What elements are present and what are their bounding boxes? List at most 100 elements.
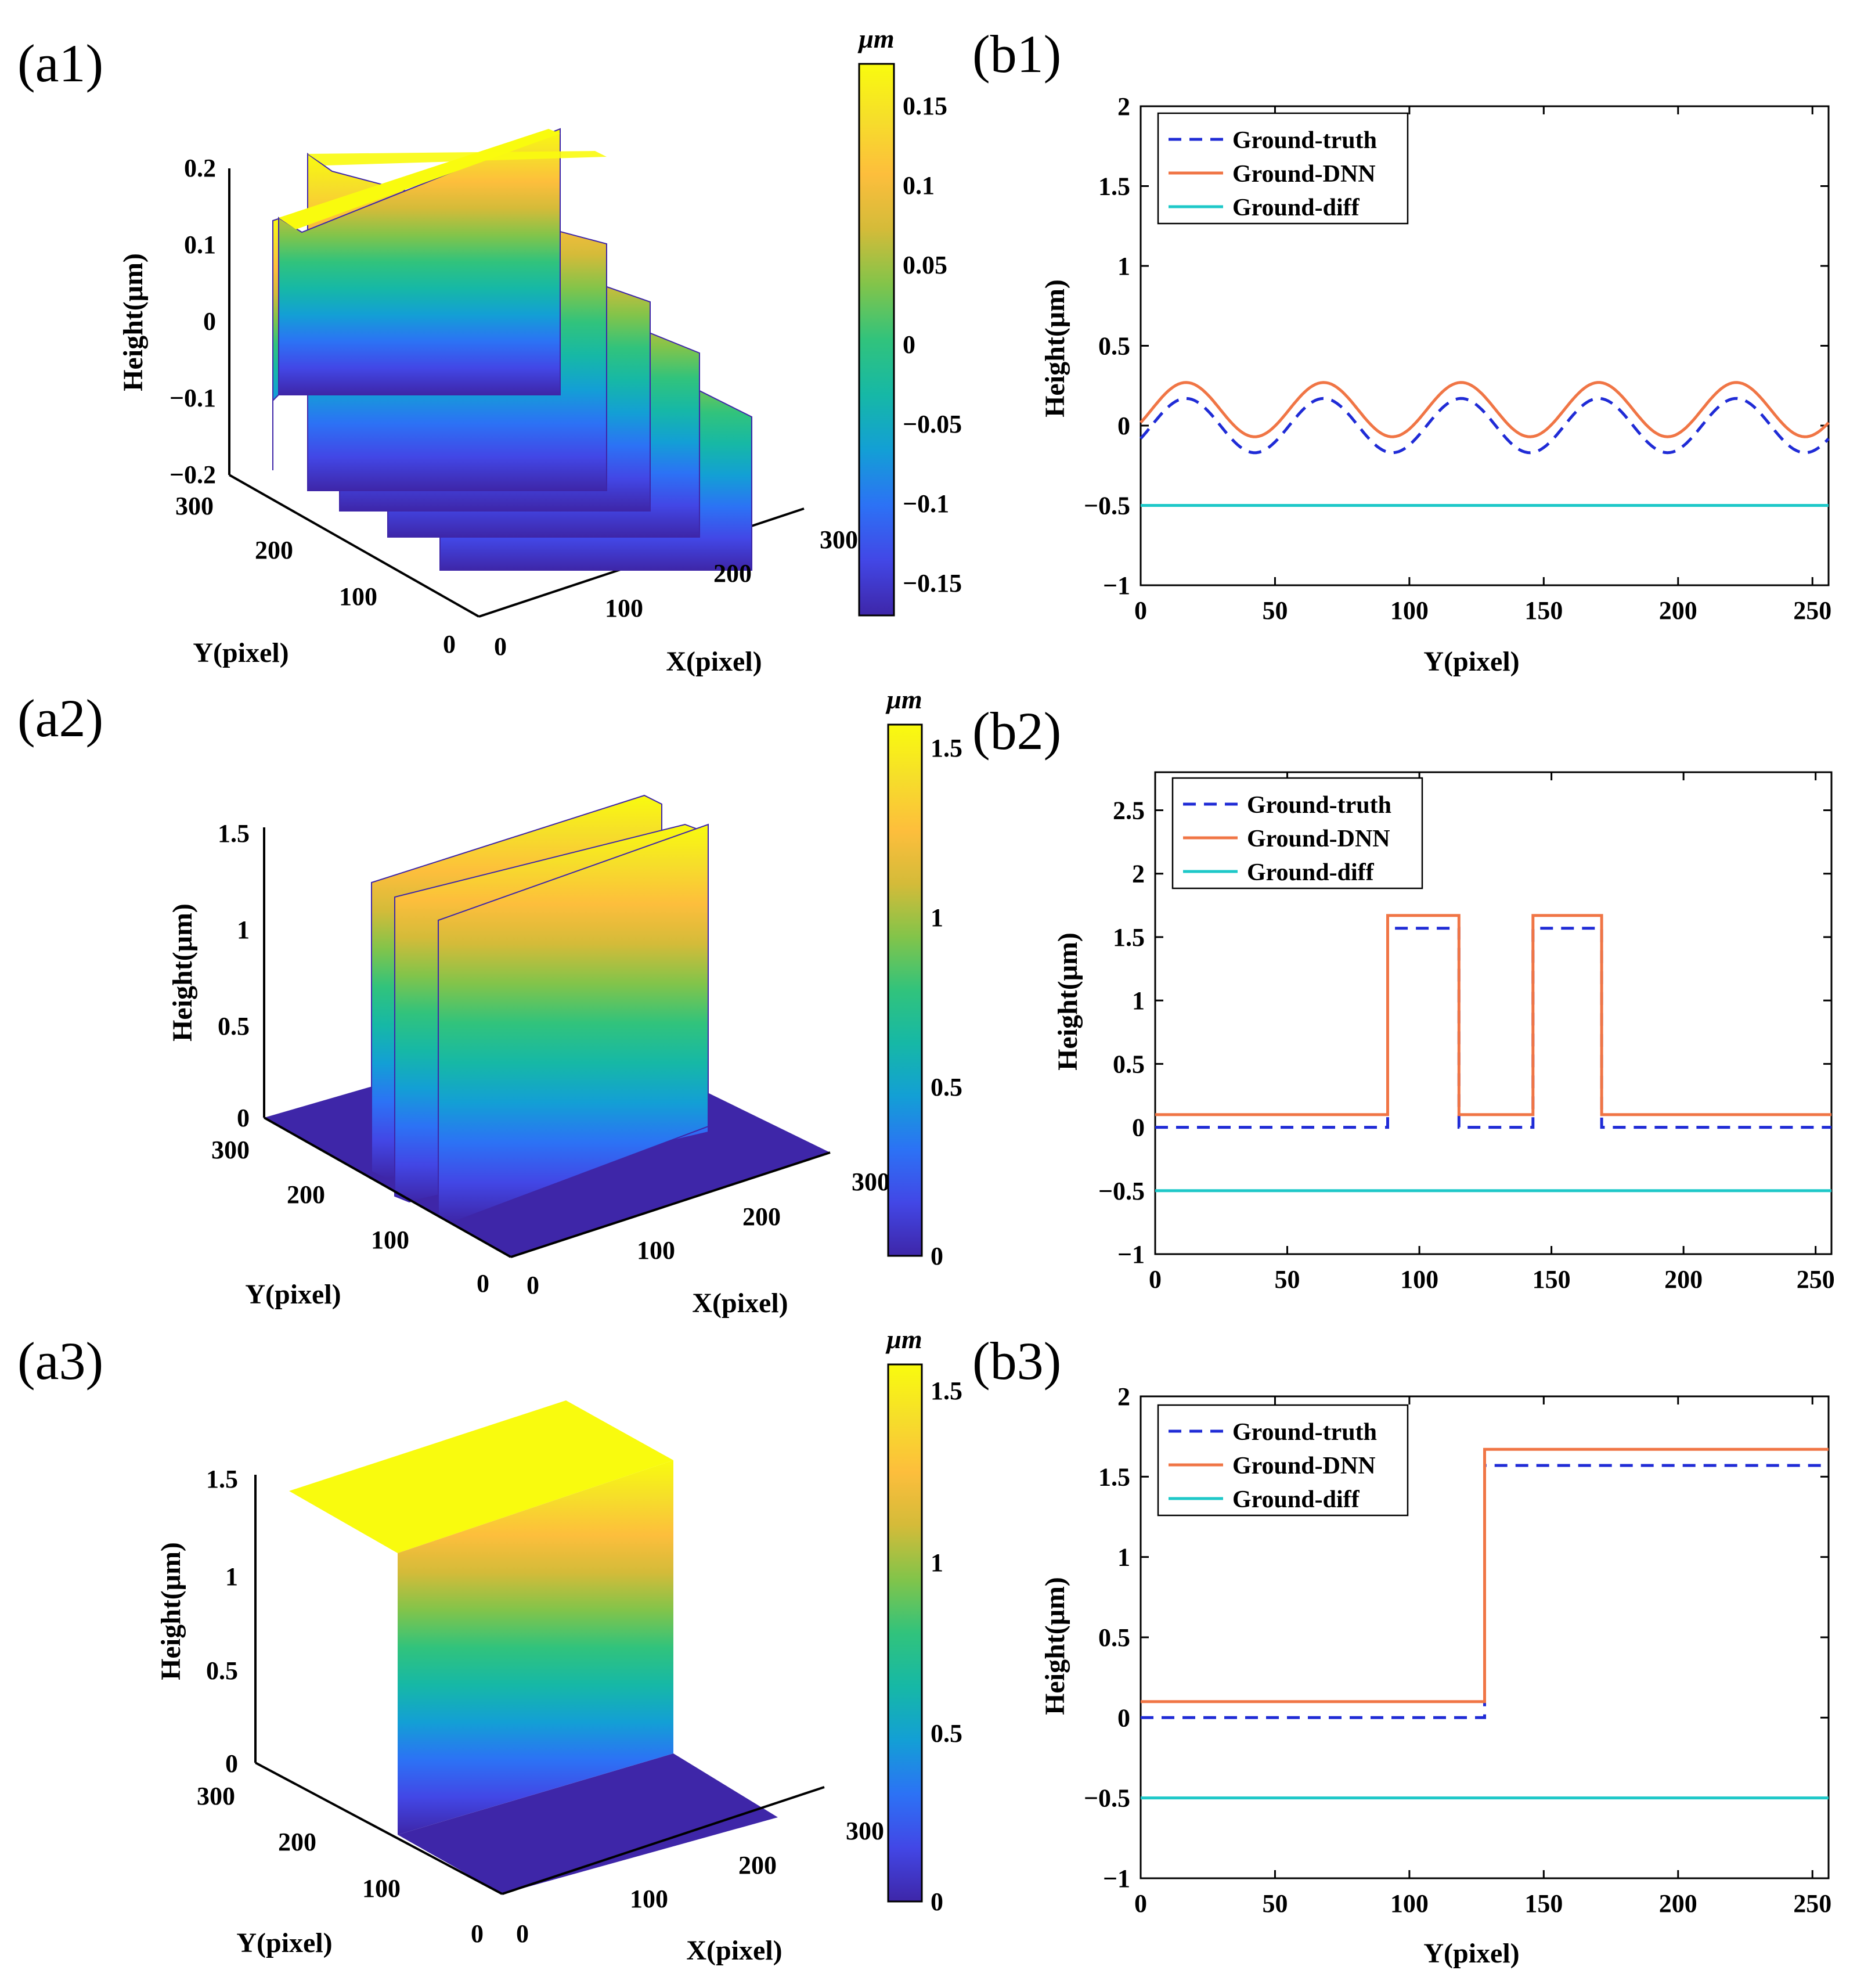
a2-ztick-label: 0.5 xyxy=(218,1012,250,1040)
a2-axes-frame xyxy=(263,827,831,1258)
b2-xtick-label: 50 xyxy=(1275,1265,1300,1294)
a3-ytick-label: 200 xyxy=(278,1828,316,1856)
b1-legend-box xyxy=(1157,112,1409,225)
a3-cb-tick: 1.5 xyxy=(931,1377,962,1405)
panel-a3: (a3) 1.5 1 0.5 0 300 200 100 0 0 100 200 xyxy=(17,1324,962,1966)
b1-legend-label: Ground-truth xyxy=(1232,127,1377,154)
a1-ztick-label: −0.2 xyxy=(170,460,216,489)
b3-ytick-label: 0.5 xyxy=(1098,1623,1130,1652)
a1-ztick-label: 0 xyxy=(203,307,216,336)
b1-series-ground-dnn xyxy=(1140,381,1830,438)
panel-b2: (b2) Height(μm) −1 −0.5 0 0.5 1 1.5 2 2.5 0 50 100… xyxy=(972,701,1835,1294)
a3-xtick-label: 100 xyxy=(630,1885,668,1913)
a3-floor xyxy=(398,1753,778,1894)
a1-colorbar-unit: μm xyxy=(857,24,894,53)
a2-cb-tick: 0.5 xyxy=(931,1073,962,1101)
b3-y-axis-title: Height(μm) xyxy=(1040,1577,1070,1715)
b1-series-ground-truth xyxy=(1140,397,1830,455)
a1-cb-tick: 0 xyxy=(903,330,915,359)
b3-xtick-label: 250 xyxy=(1793,1889,1831,1918)
a1-y-axis xyxy=(229,474,479,618)
a2-z-ticks: 1.5 1 0.5 0 xyxy=(218,819,250,1132)
panel-a2: (a2) 1.5 1 0.5 0 300 200 100 0 0 100 xyxy=(17,685,962,1319)
a3-ztick-label: 0.5 xyxy=(206,1656,238,1685)
a2-colorbar: μm 1.5 1 0.5 0 xyxy=(885,685,962,1270)
a2-ztick-label: 1.5 xyxy=(218,819,250,848)
a3-ytick-label: 0 xyxy=(471,1919,484,1948)
a2-ytick-label: 0 xyxy=(477,1269,489,1298)
a1-xtick-label: 300 xyxy=(820,525,858,554)
b2-ytick-label: −1 xyxy=(1117,1240,1145,1269)
a2-colorbar-unit: μm xyxy=(885,685,922,714)
a3-colorbar: μm 1.5 1 0.5 0 xyxy=(885,1324,962,1916)
b3-xtick-label: 200 xyxy=(1659,1889,1697,1918)
b3-xtick-label: 150 xyxy=(1524,1889,1563,1918)
a1-xtick-label: 200 xyxy=(713,559,752,588)
a2-x-ticks: 0 100 200 300 xyxy=(527,1168,890,1299)
b2-legend-label: Ground-diff xyxy=(1247,859,1375,886)
a1-xtick-label: 100 xyxy=(605,594,643,622)
b1-xtick-label: 200 xyxy=(1659,596,1697,625)
a3-y-axis-title: Y(pixel) xyxy=(236,1928,332,1958)
a1-cb-tick: 0.15 xyxy=(903,92,947,120)
a1-colorbar-bar xyxy=(858,63,895,617)
b1-ytick-label: −0.5 xyxy=(1084,492,1130,520)
b1-y-axis-title: Height(μm) xyxy=(1040,279,1070,417)
b2-series-ground-dnn xyxy=(1155,914,1831,1117)
a1-y-ticks: 300 200 100 0 xyxy=(175,492,456,658)
panel-label-a1: (a1) xyxy=(17,34,103,93)
b2-xtick-label: 0 xyxy=(1149,1265,1162,1294)
a3-x-axis xyxy=(502,1786,825,1895)
a2-ytick-label: 100 xyxy=(371,1226,409,1254)
a2-y-ticks: 300 200 100 0 xyxy=(211,1136,489,1298)
a3-ztick-label: 0 xyxy=(225,1749,238,1778)
panel-label-b1: (b1) xyxy=(972,24,1061,84)
a1-z-axis-title: Height(μm) xyxy=(118,253,149,391)
a1-cb-tick: 0.1 xyxy=(903,171,935,200)
b2-ytick-label: 1 xyxy=(1132,986,1145,1015)
a3-xtick-label: 0 xyxy=(516,1919,529,1948)
a3-z-ticks: 1.5 1 0.5 0 xyxy=(206,1465,238,1778)
b2-legend-label: Ground-truth xyxy=(1247,792,1391,819)
a3-surface xyxy=(289,1400,778,1894)
a1-ztick-label: 0.1 xyxy=(184,231,216,259)
a1-colorbar: μm 0.15 0.1 0.05 0 −0.05 −0.1 −0.15 xyxy=(857,24,962,617)
b1-xtick-label: 50 xyxy=(1262,596,1288,625)
b2-legend-box xyxy=(1171,777,1423,889)
a1-x-axis-title: X(pixel) xyxy=(666,646,762,677)
b2-ytick-label: 2 xyxy=(1132,860,1145,888)
a1-ytick-label: 100 xyxy=(339,582,377,611)
b1-ytick-label: 2 xyxy=(1117,92,1130,121)
b1-legend-label: Ground-diff xyxy=(1232,195,1360,221)
a1-ytick-label: 0 xyxy=(443,630,456,658)
a3-axes-frame xyxy=(254,1475,825,1895)
b1-ytick-label: 1 xyxy=(1117,252,1130,280)
a3-ytick-label: 300 xyxy=(197,1782,235,1810)
a3-top-face xyxy=(289,1400,673,1553)
panel-b1: (b1) Height(μm) Y(pixel) −1 −0.5 0 0.5 1 1.5 2… xyxy=(972,24,1831,677)
panel-a1: (a1) 0.2 0.1 0 −0.1 −0.2 300 200 100 xyxy=(17,24,962,677)
a2-xtick-label: 300 xyxy=(852,1168,890,1196)
a2-x-axis-title: X(pixel) xyxy=(692,1288,788,1319)
b3-ytick-label: 0 xyxy=(1117,1704,1130,1732)
a2-xtick-label: 100 xyxy=(637,1236,675,1265)
b1-ytick-label: 0.5 xyxy=(1098,332,1130,361)
a1-ztick-label: 0.2 xyxy=(184,154,216,182)
b3-legend-label: Ground-truth xyxy=(1232,1419,1377,1446)
a3-ytick-label: 100 xyxy=(362,1874,401,1903)
a3-cb-tick: 1 xyxy=(931,1548,943,1577)
b1-ytick-label: 0 xyxy=(1117,412,1130,440)
a1-cb-tick: −0.15 xyxy=(903,569,962,597)
a2-y-axis xyxy=(264,1117,511,1258)
a2-ytick-label: 200 xyxy=(287,1180,325,1209)
b3-ytick-label: 1 xyxy=(1117,1543,1130,1572)
b3-xtick-label: 0 xyxy=(1134,1889,1147,1918)
a2-surface xyxy=(264,794,830,1257)
a1-surface xyxy=(272,128,752,571)
a2-colorbar-bar xyxy=(887,723,923,1257)
a2-ztick-label: 0 xyxy=(237,1104,250,1132)
a1-ytick-label: 200 xyxy=(255,536,293,564)
a3-y-ticks: 300 200 100 0 xyxy=(197,1782,484,1948)
b3-legend-box xyxy=(1157,1404,1409,1517)
a2-ridge-front xyxy=(438,823,709,1223)
